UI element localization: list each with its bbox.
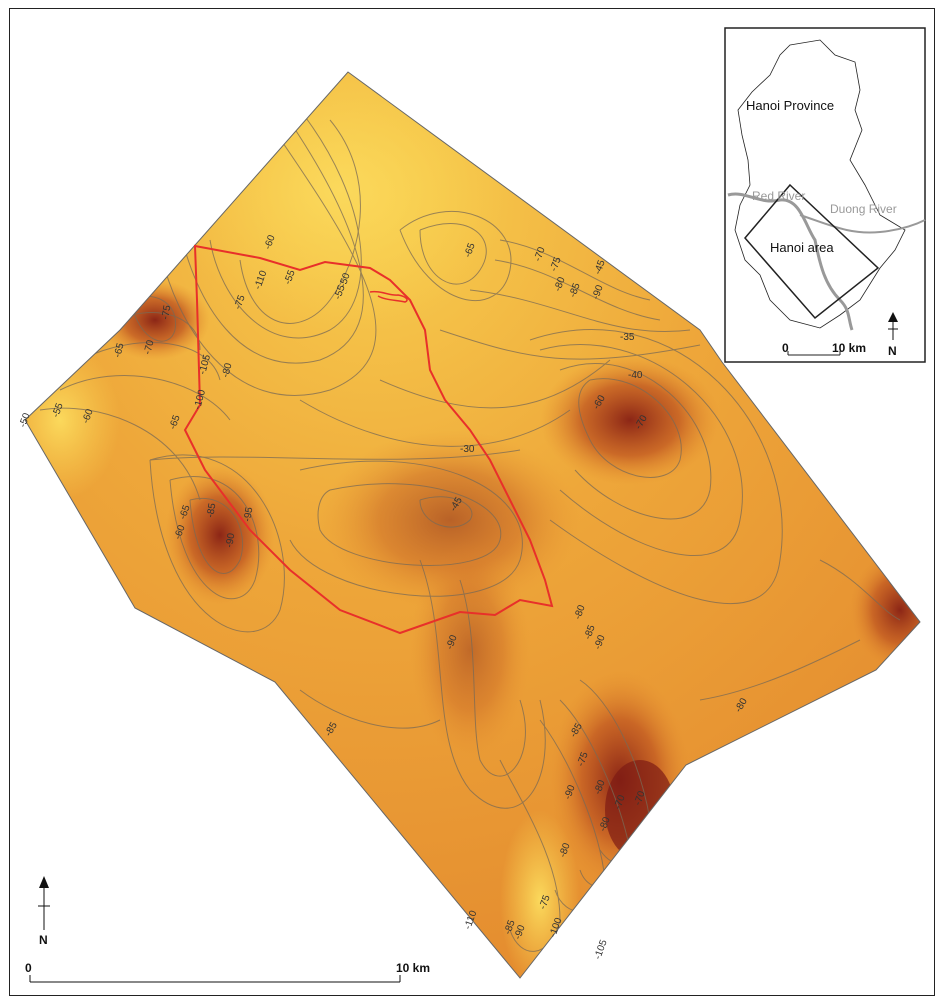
inset-north-label: N: [888, 344, 897, 358]
contour-label: -60: [80, 407, 95, 425]
contour-label-group: -50-55 -60-65 -70-75-80-85-90-95-100-105-1…: [17, 233, 750, 961]
main-scale-start: 0: [25, 961, 32, 975]
contour-label: -70: [142, 339, 156, 356]
contour-label: -85: [567, 281, 582, 299]
contour-label: -70: [632, 789, 647, 807]
contour-label: -55: [282, 268, 297, 286]
contour-label: -90: [590, 283, 605, 301]
north-arrow-icon: [38, 876, 50, 930]
contour-label: -50: [17, 411, 32, 429]
inset-map: Hanoi Province Red River Duong River Han…: [724, 27, 926, 363]
contour-label: -35: [620, 332, 635, 343]
contour-label: -95: [242, 506, 255, 523]
duong-river-line: [799, 214, 926, 234]
inset-duong-river-label: Duong River: [830, 202, 897, 216]
inset-scale-end: 10 km: [832, 341, 866, 355]
hanoi-province-outline: [734, 39, 906, 329]
contour-label: -50: [337, 271, 352, 289]
hanoi-boundary-detail: [369, 290, 408, 303]
contour-label: -80: [597, 815, 612, 833]
contour-label: -65: [167, 413, 182, 431]
contour-label: -75: [537, 893, 552, 911]
north-label: N: [39, 933, 48, 947]
red-river-line: [727, 192, 854, 331]
contour-label: -55: [332, 283, 347, 301]
contour-label: -45: [592, 258, 607, 276]
contour-label: -105: [197, 353, 213, 376]
contour-label: -90: [444, 633, 459, 651]
contour-label: -55: [50, 401, 65, 419]
contour-label: -70: [612, 793, 627, 811]
inset-scale-start: 0: [782, 341, 789, 355]
inset-frame: [724, 27, 926, 363]
map-outline: [24, 71, 921, 979]
main-scale-bar: [29, 975, 401, 983]
contour-label: -90: [512, 923, 527, 941]
contour-label: -90: [592, 633, 607, 651]
contour-label: -30: [460, 444, 475, 455]
contour-label: -65: [177, 503, 192, 521]
contour-label: -90: [562, 783, 577, 801]
contour-label: -80: [557, 841, 572, 859]
contour-label: -75: [548, 255, 563, 273]
contour-label: -65: [112, 342, 126, 359]
inset-area-label: Hanoi area: [770, 240, 834, 255]
contour-label: -60: [172, 523, 187, 541]
inset-province-label: Hanoi Province: [746, 98, 834, 113]
hanoi-area-box: [744, 183, 880, 320]
contour-label: -90: [224, 532, 237, 549]
contour-label: -85: [582, 623, 597, 641]
contour-label: -80: [572, 603, 587, 621]
contour-label: -65: [462, 241, 477, 259]
contour-label: -70: [532, 245, 547, 263]
hanoi-boundary: [183, 244, 554, 635]
inset-red-river-label: Red River: [752, 189, 805, 203]
contour-label: -40: [628, 370, 643, 381]
contour-label: -85: [502, 918, 517, 936]
inset-north-arrow-icon: [888, 312, 898, 340]
contour-label: -75: [575, 750, 590, 768]
contour-label: -60: [262, 233, 277, 251]
contour-label: -80: [220, 362, 234, 379]
contour-label: -105: [592, 938, 609, 961]
contour-label: -75: [160, 304, 173, 321]
contour-label: -80: [552, 275, 567, 293]
contour-label: -85: [205, 502, 218, 519]
contour-label: -75: [232, 293, 247, 311]
contour-label: -100: [192, 388, 208, 411]
contour-label: -80: [592, 778, 607, 796]
main-scale-end: 10 km: [396, 961, 430, 975]
